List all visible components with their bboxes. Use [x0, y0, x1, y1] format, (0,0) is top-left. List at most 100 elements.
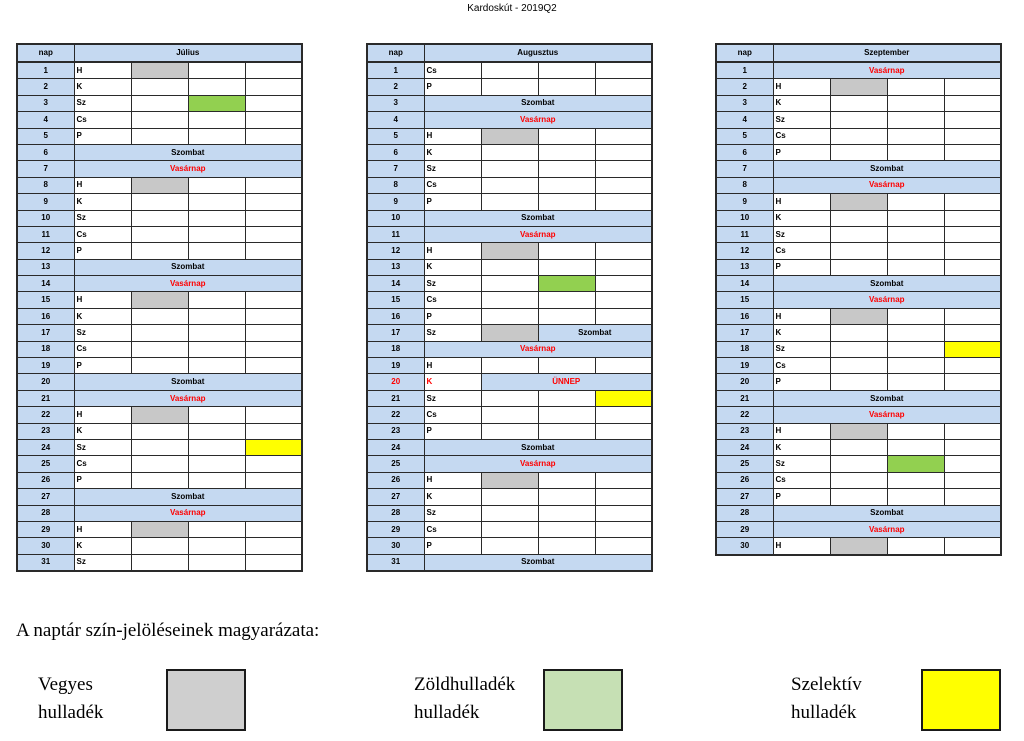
saturday-band: Szombat	[537, 324, 653, 342]
empty-cell	[187, 422, 246, 440]
table-row: 21 Sz	[366, 389, 653, 408]
weekday-abbr: Cs	[73, 455, 132, 473]
table-row: 4 Cs	[16, 111, 303, 129]
day-number: 6	[16, 143, 75, 162]
day-number: 16	[16, 307, 75, 326]
table-header-row: nap Augusztus	[366, 43, 653, 63]
empty-cell	[943, 209, 1002, 227]
day-number: 18	[16, 340, 75, 359]
empty-cell	[943, 422, 1002, 440]
mixed-waste-cell	[829, 307, 888, 326]
weekday-abbr: Cs	[772, 471, 831, 490]
day-number: 10	[366, 209, 425, 227]
mixed-waste-cell	[829, 193, 888, 211]
mixed-waste-cell	[829, 422, 888, 440]
empty-cell	[187, 324, 246, 342]
table-row: 22 Vasárnap	[715, 406, 1002, 424]
table-row: 23 K	[16, 422, 303, 440]
mixed-waste-cell	[130, 291, 189, 309]
empty-cell	[594, 504, 653, 522]
mixed-waste-cell	[130, 61, 189, 80]
day-number: 18	[715, 340, 774, 359]
empty-cell	[480, 78, 539, 96]
table-row: 10 K	[715, 209, 1002, 227]
table-row: 27 P	[715, 488, 1002, 506]
table-row: 1 Cs	[366, 61, 653, 80]
sunday-band: Vasárnap	[73, 275, 303, 293]
sunday-band: Vasárnap	[772, 406, 1002, 424]
empty-cell	[886, 111, 945, 129]
day-number: 3	[715, 94, 774, 113]
day-number: 14	[715, 275, 774, 293]
day-number: 22	[16, 406, 75, 424]
calendar-august: nap Augusztus 1 Cs 2 P 3 Szombat 4 Vasárnap 5 H 6 K 7 S…	[366, 43, 653, 573]
day-number: 8	[16, 176, 75, 195]
empty-cell	[594, 307, 653, 326]
weekday-abbr: Cs	[423, 520, 482, 539]
empty-cell	[594, 520, 653, 539]
empty-cell	[244, 193, 303, 211]
empty-cell	[594, 160, 653, 178]
day-number: 22	[366, 406, 425, 424]
empty-cell	[829, 127, 888, 145]
day-number: 12	[16, 242, 75, 260]
weekday-abbr: Cs	[73, 340, 132, 359]
empty-cell	[943, 143, 1002, 162]
empty-cell	[187, 193, 246, 211]
day-number: 25	[715, 455, 774, 473]
table-row: 14 Vasárnap	[16, 275, 303, 293]
empty-cell	[244, 307, 303, 326]
empty-cell	[244, 94, 303, 113]
empty-cell	[480, 61, 539, 80]
weekday-abbr: H	[772, 307, 831, 326]
table-row: 29 H	[16, 520, 303, 539]
day-number: 13	[366, 258, 425, 277]
empty-cell	[594, 242, 653, 260]
empty-cell	[130, 455, 189, 473]
empty-cell	[244, 225, 303, 244]
empty-cell	[244, 111, 303, 129]
day-number: 23	[16, 422, 75, 440]
empty-cell	[829, 111, 888, 129]
table-header-row: nap Július	[16, 43, 303, 63]
empty-cell	[886, 78, 945, 96]
table-row: 24 Szombat	[366, 438, 653, 457]
table-row: 20 P	[715, 373, 1002, 391]
column-header-nap: nap	[366, 43, 425, 63]
empty-cell	[943, 455, 1002, 473]
empty-cell	[244, 176, 303, 195]
table-row: 15 Cs	[366, 291, 653, 309]
day-number: 16	[715, 307, 774, 326]
table-row: 12 H	[366, 242, 653, 260]
empty-cell	[886, 127, 945, 145]
empty-cell	[943, 488, 1002, 506]
legend-label-line1: Zöldhulladék	[414, 674, 516, 695]
day-number: 24	[366, 438, 425, 457]
empty-cell	[480, 176, 539, 195]
day-number: 8	[366, 176, 425, 195]
table-row: 26 Cs	[715, 471, 1002, 490]
weekday-abbr: Sz	[423, 324, 482, 342]
day-number: 25	[16, 455, 75, 473]
empty-cell	[594, 61, 653, 80]
empty-cell	[187, 471, 246, 490]
weekday-abbr: H	[423, 127, 482, 145]
day-number: 20	[366, 373, 425, 391]
empty-cell	[594, 78, 653, 96]
empty-cell	[537, 406, 596, 424]
month-name: Augusztus	[423, 43, 653, 63]
empty-cell	[829, 455, 888, 473]
empty-cell	[943, 324, 1002, 342]
empty-cell	[187, 406, 246, 424]
sunday-band: Vasárnap	[772, 520, 1002, 539]
weekday-abbr: P	[423, 193, 482, 211]
weekday-abbr: P	[73, 357, 132, 375]
weekday-abbr: K	[73, 422, 132, 440]
empty-cell	[130, 193, 189, 211]
weekday-abbr: P	[772, 143, 831, 162]
empty-cell	[537, 193, 596, 211]
empty-cell	[480, 258, 539, 277]
saturday-band: Szombat	[73, 258, 303, 277]
empty-cell	[886, 438, 945, 457]
